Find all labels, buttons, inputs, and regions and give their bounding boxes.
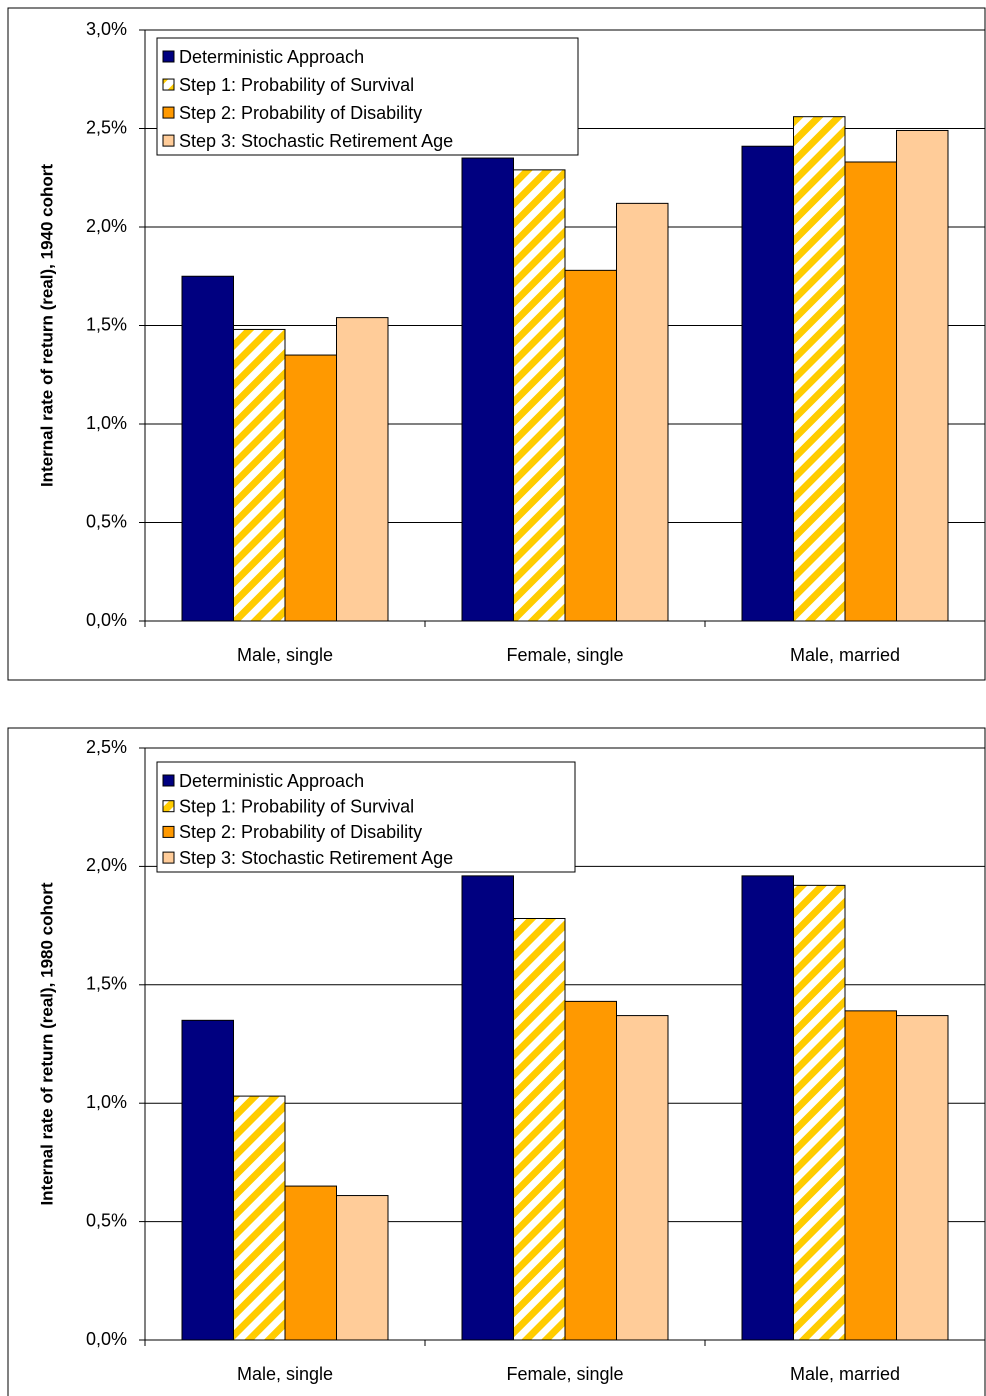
y-tick-label: 0,5% <box>86 511 127 531</box>
legend-swatch <box>162 106 175 119</box>
bar <box>564 1000 617 1341</box>
bar <box>616 1015 669 1341</box>
y-tick-label: 1,5% <box>86 974 127 994</box>
legend-swatch <box>162 800 175 813</box>
legend-label: Step 1: Probability of Survival <box>179 75 414 95</box>
bar <box>741 145 794 622</box>
y-tick-label: 1,0% <box>86 1092 127 1112</box>
bar <box>181 1019 234 1341</box>
x-tick-label: Male, married <box>790 645 900 665</box>
y-tick-label: 2,0% <box>86 216 127 236</box>
legend-swatch <box>162 50 175 63</box>
y-tick-label: 1,0% <box>86 413 127 433</box>
legend-swatch <box>162 78 175 91</box>
bar <box>284 1185 337 1341</box>
bar <box>336 1195 389 1341</box>
legend-swatch <box>162 774 175 787</box>
y-tick-label: 2,5% <box>86 737 127 757</box>
legend-label: Step 3: Stochastic Retirement Age <box>179 131 453 151</box>
bar <box>793 116 846 622</box>
y-axis-title: Internal rate of return (real), 1940 coh… <box>37 164 56 487</box>
legend-label: Step 2: Probability of Disability <box>179 822 422 842</box>
x-tick-label: Male, married <box>790 1364 900 1384</box>
bar <box>513 169 566 622</box>
bar <box>461 875 514 1341</box>
y-tick-label: 0,5% <box>86 1210 127 1230</box>
bar <box>741 875 794 1341</box>
y-tick-label: 0,0% <box>86 1329 127 1349</box>
legend-label: Deterministic Approach <box>179 771 364 791</box>
bar <box>513 917 566 1341</box>
x-tick-label: Male, single <box>237 1364 333 1384</box>
y-tick-label: 2,5% <box>86 117 127 137</box>
bar <box>896 1015 949 1341</box>
bar <box>284 354 337 622</box>
legend-label: Step 3: Stochastic Retirement Age <box>179 848 453 868</box>
bar <box>461 157 514 622</box>
legend-swatch <box>162 825 175 838</box>
legend-swatch <box>162 851 175 864</box>
x-tick-label: Female, single <box>506 1364 623 1384</box>
bar <box>844 1010 897 1341</box>
x-tick-label: Male, single <box>237 645 333 665</box>
y-tick-label: 1,5% <box>86 314 127 334</box>
bar <box>896 129 949 622</box>
legend-box <box>156 37 579 156</box>
bar <box>181 275 234 622</box>
y-tick-label: 0,0% <box>86 610 127 630</box>
bar <box>233 328 286 622</box>
y-axis-title: Internal rate of return (real), 1980 coh… <box>37 882 56 1205</box>
legend-box <box>156 761 576 873</box>
bar <box>233 1095 286 1341</box>
legend-label: Step 2: Probability of Disability <box>179 103 422 123</box>
bar <box>844 161 897 622</box>
legend-label: Step 1: Probability of Survival <box>179 796 414 816</box>
x-tick-label: Female, single <box>506 645 623 665</box>
y-tick-label: 2,0% <box>86 855 127 875</box>
bar <box>793 884 846 1341</box>
bar <box>616 202 669 622</box>
bar <box>336 317 389 622</box>
legend-swatch <box>162 134 175 147</box>
bar <box>564 269 617 622</box>
y-tick-label: 3,0% <box>86 19 127 39</box>
legend-label: Deterministic Approach <box>179 47 364 67</box>
